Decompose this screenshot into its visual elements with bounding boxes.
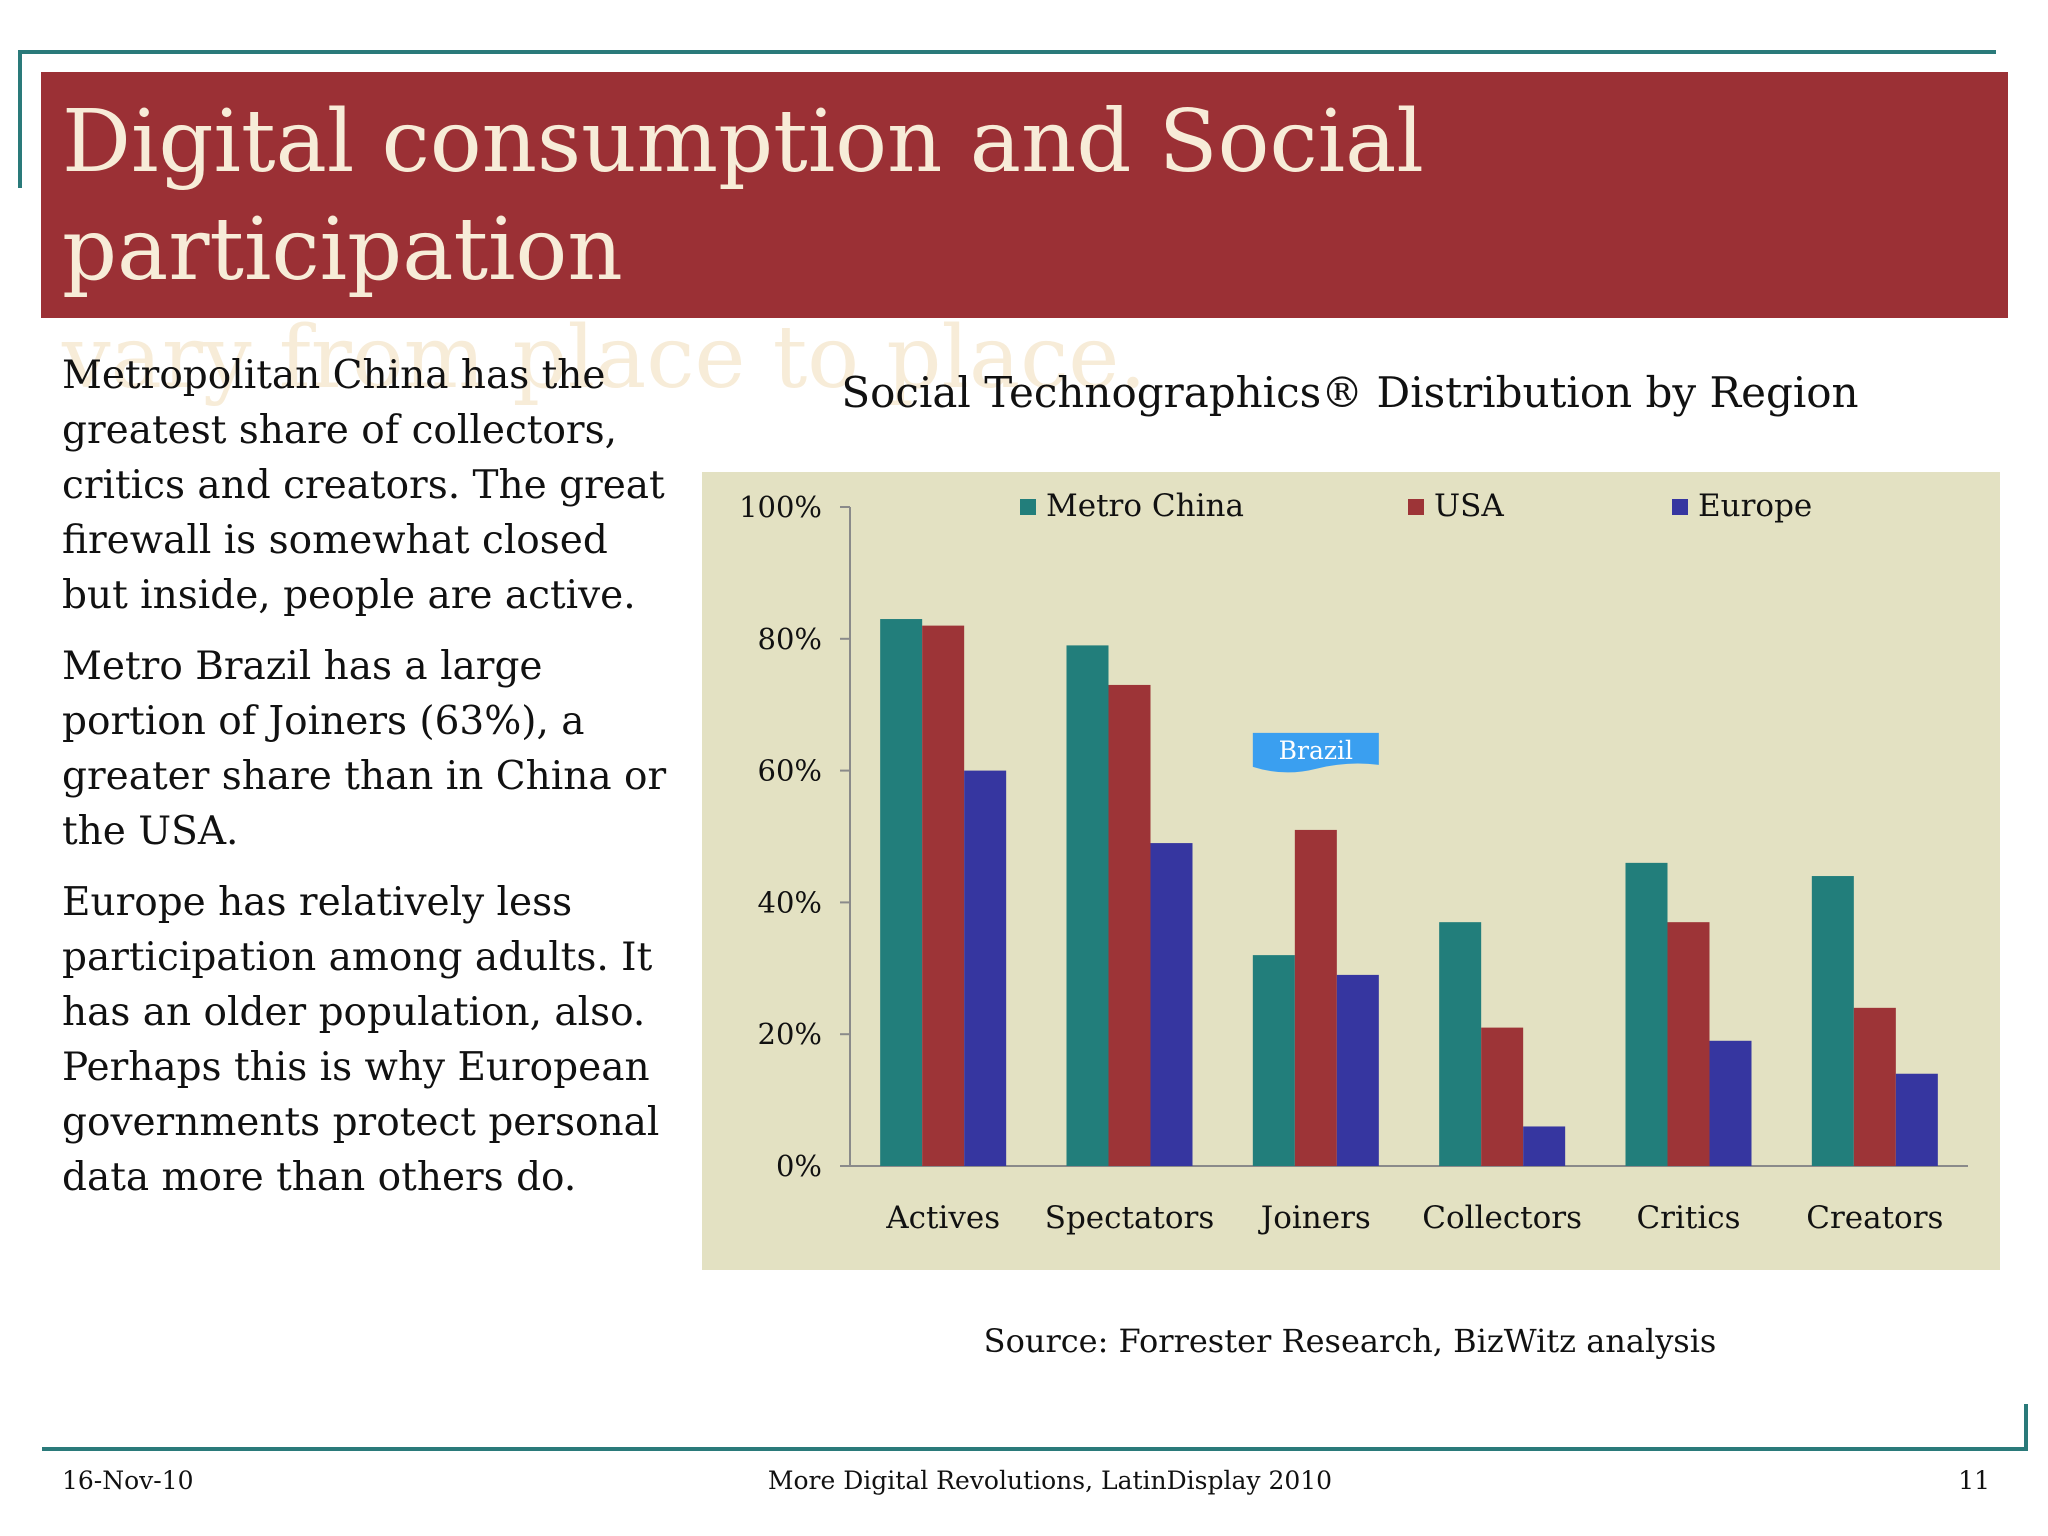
- y-tick-label: 80%: [758, 622, 822, 656]
- x-tick-label: Creators: [1806, 1200, 1943, 1236]
- bar: [964, 770, 1007, 1166]
- x-tick-label: Collectors: [1422, 1200, 1582, 1236]
- paragraph-brazil: Metro Brazil has a large portion of Join…: [62, 644, 667, 854]
- chart-title: Social Technographics® Distribution by R…: [841, 368, 1859, 417]
- bar: [922, 625, 965, 1166]
- legend-swatch: [1672, 499, 1688, 515]
- bar: [1709, 1040, 1752, 1166]
- bar: [1336, 974, 1379, 1166]
- bar: [1481, 1027, 1524, 1166]
- x-tick-label: Spectators: [1045, 1200, 1215, 1236]
- paragraph-china: Metropolitan China has the greatest shar…: [62, 353, 665, 618]
- frame-left-rule: [18, 50, 22, 188]
- bar: [1150, 843, 1193, 1166]
- bar: [880, 619, 923, 1166]
- frame-bottom-rule: [42, 1447, 2028, 1451]
- y-tick-label: 0%: [776, 1149, 822, 1183]
- body-text: Metropolitan China has the greatest shar…: [62, 348, 682, 1221]
- slide-title: Digital consumption and Social participa…: [62, 88, 1982, 412]
- footer-title: More Digital Revolutions, LatinDisplay 2…: [767, 1466, 1333, 1495]
- y-tick-label: 40%: [758, 885, 822, 919]
- bar: [1811, 876, 1854, 1166]
- bar-chart: 0% 20% 40% 60% 80% 100% Actives Spectators Joine…: [739, 488, 1968, 1236]
- footer-date: 16-Nov-10: [62, 1466, 194, 1495]
- bar: [1523, 1126, 1566, 1166]
- legend-swatch: [1408, 499, 1424, 515]
- slide-title-line-1: Digital consumption and Social participa…: [62, 92, 1424, 300]
- y-tick-label: 20%: [758, 1017, 822, 1051]
- x-tick-label: Joiners: [1258, 1200, 1371, 1236]
- bar: [1294, 829, 1337, 1166]
- bar: [1439, 922, 1482, 1166]
- y-tick-label: 100%: [739, 490, 822, 524]
- x-tick-label: Actives: [885, 1200, 1000, 1236]
- bar: [1667, 922, 1710, 1166]
- legend-swatch: [1020, 499, 1036, 515]
- frame-top-rule: [20, 50, 1996, 54]
- frame-right-rule: [2024, 1404, 2028, 1451]
- bar: [1252, 955, 1295, 1166]
- legend-label: USA: [1434, 488, 1504, 524]
- brazil-callout-shape: [1252, 732, 1379, 773]
- bar: [1108, 684, 1151, 1166]
- source-note: Source: Forrester Research, BizWitz anal…: [983, 1322, 1717, 1360]
- bar: [1066, 645, 1109, 1166]
- legend-label: Europe: [1698, 488, 1812, 524]
- bar: [1625, 862, 1668, 1166]
- x-tick-label: Critics: [1636, 1200, 1740, 1236]
- y-tick-label: 60%: [758, 754, 822, 788]
- slide-title-line-2: vary from place to place.: [62, 308, 1147, 408]
- bar: [1853, 1007, 1896, 1166]
- paragraph-europe: Europe has relatively less participation…: [62, 880, 660, 1200]
- page-number: 11: [1958, 1466, 1990, 1495]
- title-band: [41, 72, 2008, 318]
- brazil-callout-label: Brazil: [1279, 736, 1353, 765]
- bar: [1895, 1073, 1938, 1166]
- legend-label: Metro China: [1046, 488, 1244, 524]
